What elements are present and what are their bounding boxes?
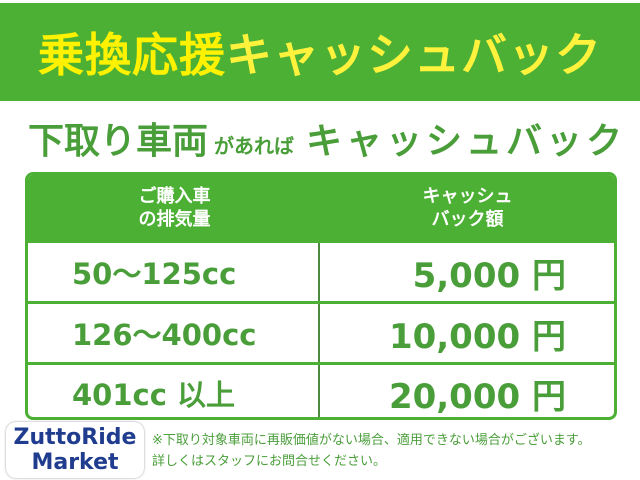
logo-line2: Market (31, 450, 119, 475)
title-banner: 乗換応援 キャッシュバック (0, 3, 640, 101)
displacement-cell: 401cc 以上 (28, 365, 320, 417)
table-row: 401cc 以上 20,000 円 (28, 362, 614, 417)
title-part1: 乗換応援 (38, 28, 226, 82)
table-row: 126～400cc 10,000 円 (28, 301, 614, 362)
cashback-table: ご購入車 の排気量 キャッシュ バック額 50～125cc 5,000 円 126… (25, 172, 617, 420)
amount-cell: 10,000 円 (388, 316, 566, 357)
table-row: 50～125cc 5,000 円 (28, 240, 614, 301)
subtitle: 下取り車両 があれば キャッシュバック (28, 112, 628, 162)
zuttoride-market-logo: ZuttoRide Market (6, 422, 144, 478)
notes: ※下取り対象車両に再販価値がない場合、適用できない場合がございます。 詳しくはス… (152, 430, 636, 472)
note-line: 詳しくはスタッフにお問合せください。 (152, 454, 387, 469)
note-line: ※下取り対象車両に再販価値がない場合、適用できない場合がございます。 (152, 433, 591, 448)
header-displacement: ご購入車 の排気量 (138, 185, 211, 230)
displacement-cell: 126～400cc (28, 304, 320, 362)
title-part2: キャッシュバック (226, 28, 602, 82)
logo-line1: ZuttoRide (13, 425, 137, 450)
subtitle-part2: があれば (214, 134, 295, 158)
displacement-cell: 50～125cc (28, 243, 320, 301)
table-header: ご購入車 の排気量 キャッシュ バック額 (28, 175, 614, 240)
amount-cell: 5,000 円 (412, 255, 566, 296)
amount-cell: 20,000 円 (388, 376, 566, 417)
subtitle-part1: 下取り車両 (28, 121, 209, 162)
header-amount: キャッシュ バック額 (422, 185, 513, 230)
subtitle-part3: キャッシュバック (306, 121, 627, 162)
